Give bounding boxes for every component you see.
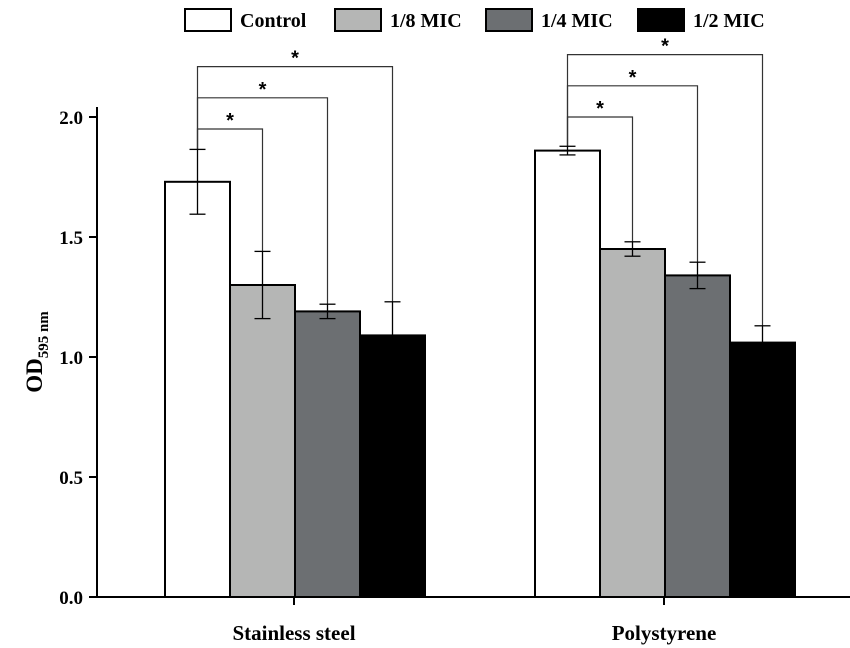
x-ticks: Stainless steel Polystyrene (232, 597, 716, 645)
y-axis-label-subscript: 595 nm (36, 311, 52, 359)
bar (229, 284, 296, 598)
y-tick-label: 1.0 (59, 348, 83, 369)
error-bars (189, 145, 771, 370)
significance-star: * (661, 36, 669, 58)
y-axis-label: OD595 nm (22, 311, 52, 393)
legend-swatch (334, 8, 382, 32)
y-tick-label: 0.5 (59, 468, 83, 489)
y-ticks: 0.0 0.5 1.0 1.5 2.0 (59, 108, 97, 609)
significance-brackets: * * * * * * (196, 36, 764, 326)
legend-label: 1/2 MIC (693, 10, 765, 32)
bar (729, 341, 796, 598)
y-tick-label: 0.0 (59, 588, 83, 609)
x-category-label: Stainless steel (232, 621, 355, 645)
significance-star: * (226, 110, 234, 132)
legend-swatch (485, 8, 533, 32)
bar (599, 248, 666, 598)
bar (164, 180, 231, 599)
significance-star: * (596, 98, 604, 120)
significance-bracket (566, 54, 764, 326)
significance-bracket (196, 66, 394, 302)
bar (294, 310, 361, 598)
legend-swatch (184, 8, 232, 32)
axes (96, 107, 850, 598)
y-axis-label-main: OD (22, 358, 47, 393)
x-category-label: Polystyrene (612, 621, 717, 645)
legend-label: 1/4 MIC (541, 10, 613, 32)
y-tick-label: 1.5 (59, 228, 83, 249)
legend-label: 1/8 MIC (390, 10, 462, 32)
y-tick-label: 2.0 (59, 108, 83, 129)
legend-swatch (637, 8, 685, 32)
bar (534, 149, 601, 598)
significance-star: * (629, 67, 637, 89)
legend: Control 1/8 MIC 1/4 MIC 1/2 MIC (184, 8, 765, 32)
bar (664, 274, 731, 598)
significance-star: * (259, 79, 267, 101)
bar (359, 334, 426, 598)
bars (164, 149, 796, 599)
significance-star: * (291, 48, 299, 70)
legend-label: Control (240, 10, 307, 32)
